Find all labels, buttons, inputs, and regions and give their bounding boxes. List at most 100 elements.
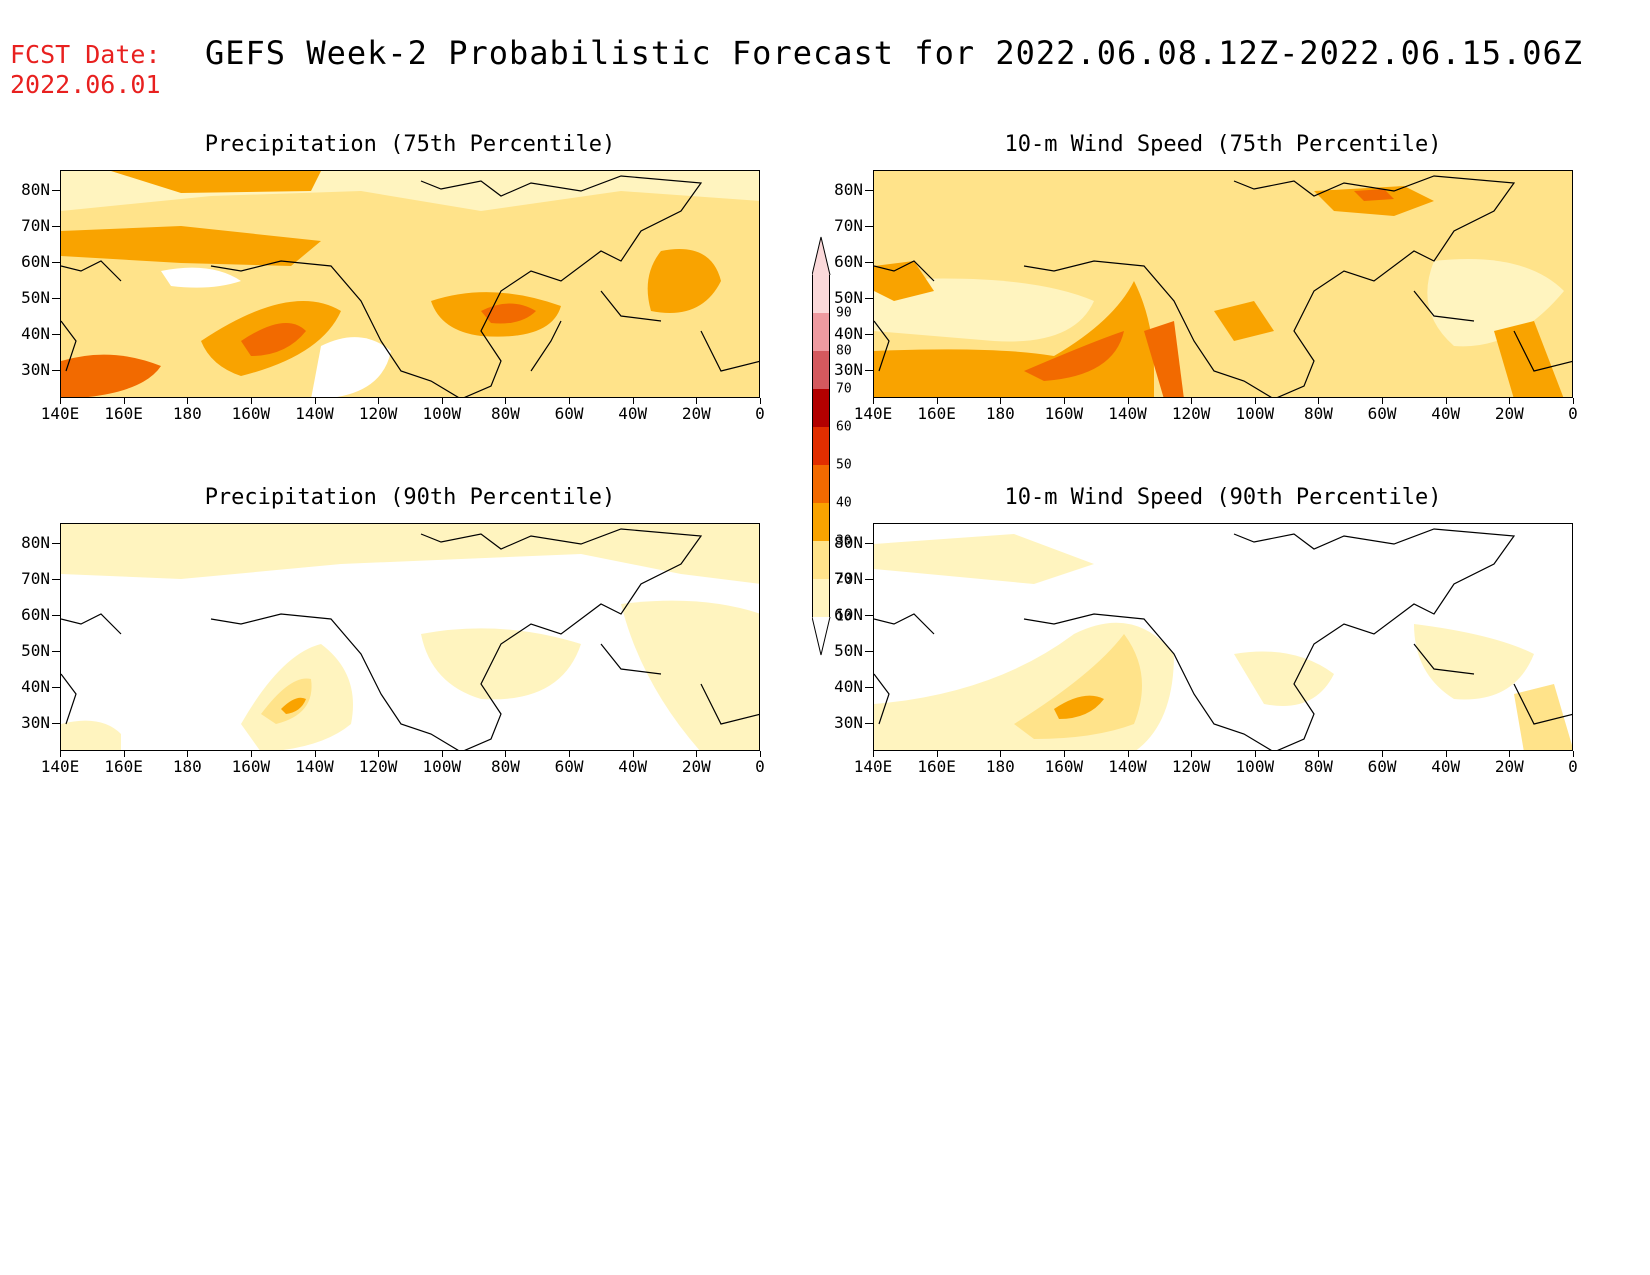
lat-label: 60N	[834, 605, 863, 624]
lon-tick	[1063, 751, 1065, 757]
lat-label: 80N	[834, 180, 863, 199]
colorbar-label: 90	[836, 305, 852, 321]
lon-label: 0	[755, 757, 765, 776]
lon-label: 100W	[1235, 757, 1275, 776]
colorbar-segment	[812, 541, 830, 579]
lon-tick	[314, 751, 316, 757]
lat-tick	[865, 543, 873, 544]
lon-tick	[696, 751, 698, 757]
lat-label: 60N	[834, 252, 863, 271]
lon-tick	[1000, 398, 1002, 404]
lon-label: 140W	[295, 757, 334, 776]
lat-tick	[52, 298, 60, 299]
lon-tick	[378, 751, 380, 757]
lon-label: 180	[172, 757, 202, 776]
lat-label: 80N	[21, 533, 50, 552]
lon-tick	[250, 398, 252, 404]
lon-tick	[873, 751, 874, 757]
lon-tick	[1573, 398, 1574, 404]
lon-label: 100W	[422, 404, 462, 423]
lon-label: 40W	[1431, 404, 1461, 423]
colorbar-label: 80	[836, 343, 852, 359]
lat-tick	[865, 723, 873, 724]
lon-label: 160E	[917, 757, 956, 776]
colorbar-segment	[812, 465, 830, 503]
lat-tick	[865, 262, 873, 263]
lon-label: 80W	[491, 404, 520, 423]
lon-tick	[1382, 398, 1384, 404]
lat-tick	[865, 687, 873, 688]
lat-tick	[52, 723, 60, 724]
colorbar-segment	[812, 579, 830, 617]
lat-tick	[865, 370, 873, 371]
colorbar-label: 20	[836, 571, 852, 587]
precip-75-map	[61, 171, 759, 397]
lat-label: 70N	[21, 569, 50, 588]
lat-label: 80N	[21, 180, 50, 199]
colorbar-segment	[812, 503, 830, 541]
lon-tick	[760, 398, 761, 404]
lat-label: 40N	[834, 324, 863, 343]
lon-tick	[873, 398, 874, 404]
lon-tick	[1191, 751, 1193, 757]
lon-label: 0	[1568, 404, 1578, 423]
lat-tick	[52, 226, 60, 227]
lon-label: 140W	[1108, 404, 1147, 423]
lon-tick	[1573, 751, 1574, 757]
lon-tick	[441, 751, 443, 757]
lat-label: 30N	[834, 360, 863, 379]
page-title: GEFS Week-2 Probabilistic Forecast for 2…	[205, 34, 1584, 72]
lon-tick	[569, 398, 571, 404]
lon-label: 20W	[1494, 757, 1524, 776]
wind-75-map	[874, 171, 1572, 397]
lat-label: 80N	[834, 533, 863, 552]
lon-tick	[378, 398, 380, 404]
lon-tick	[60, 398, 61, 404]
lon-tick	[123, 751, 125, 757]
lon-tick	[936, 751, 938, 757]
colorbar-top-arrow	[812, 236, 831, 275]
lon-tick	[250, 751, 252, 757]
lat-label: 50N	[834, 641, 863, 660]
panel-title: Precipitation (75th Percentile)	[204, 132, 616, 157]
panel-title: Precipitation (90th Percentile)	[204, 485, 616, 510]
lon-label: 60W	[554, 404, 584, 423]
lon-label: 0	[1568, 757, 1578, 776]
lon-label: 40W	[1431, 757, 1461, 776]
lon-label: 60W	[1367, 404, 1397, 423]
lon-tick	[632, 398, 634, 404]
lon-label: 120W	[1171, 757, 1211, 776]
lon-label: 20W	[681, 757, 711, 776]
lon-label: 120W	[358, 404, 398, 423]
lon-tick	[1509, 398, 1511, 404]
lat-label: 50N	[21, 641, 50, 660]
colorbar-bottom-arrow	[812, 617, 831, 656]
lat-label: 30N	[834, 713, 863, 732]
lon-label: 180	[985, 404, 1015, 423]
lat-label: 50N	[834, 288, 863, 307]
lon-tick	[1445, 751, 1447, 757]
lon-label: 160W	[231, 404, 271, 423]
lat-tick	[865, 298, 873, 299]
lon-label: 60W	[554, 757, 584, 776]
lon-label: 80W	[491, 757, 520, 776]
lat-tick	[52, 262, 60, 263]
lon-label: 0	[755, 404, 765, 423]
lon-label: 20W	[681, 404, 711, 423]
lon-tick	[1254, 398, 1256, 404]
lat-tick	[865, 334, 873, 335]
lat-label: 40N	[21, 677, 50, 696]
colorbar-segment	[812, 389, 830, 427]
panel-wind-75: 10-m Wind Speed (75th Percentile) 80N 70N…	[813, 132, 1578, 432]
lon-label: 160E	[917, 404, 956, 423]
precip-90-map	[61, 524, 759, 750]
map-area	[873, 523, 1573, 751]
lon-label: 160W	[1044, 757, 1084, 776]
lat-tick	[865, 579, 873, 580]
colorbar-segment	[812, 351, 830, 389]
lat-tick	[52, 615, 60, 616]
lon-tick	[1063, 398, 1065, 404]
lon-tick	[569, 751, 571, 757]
colorbar-label: 10	[836, 609, 852, 625]
lon-tick	[1191, 398, 1193, 404]
